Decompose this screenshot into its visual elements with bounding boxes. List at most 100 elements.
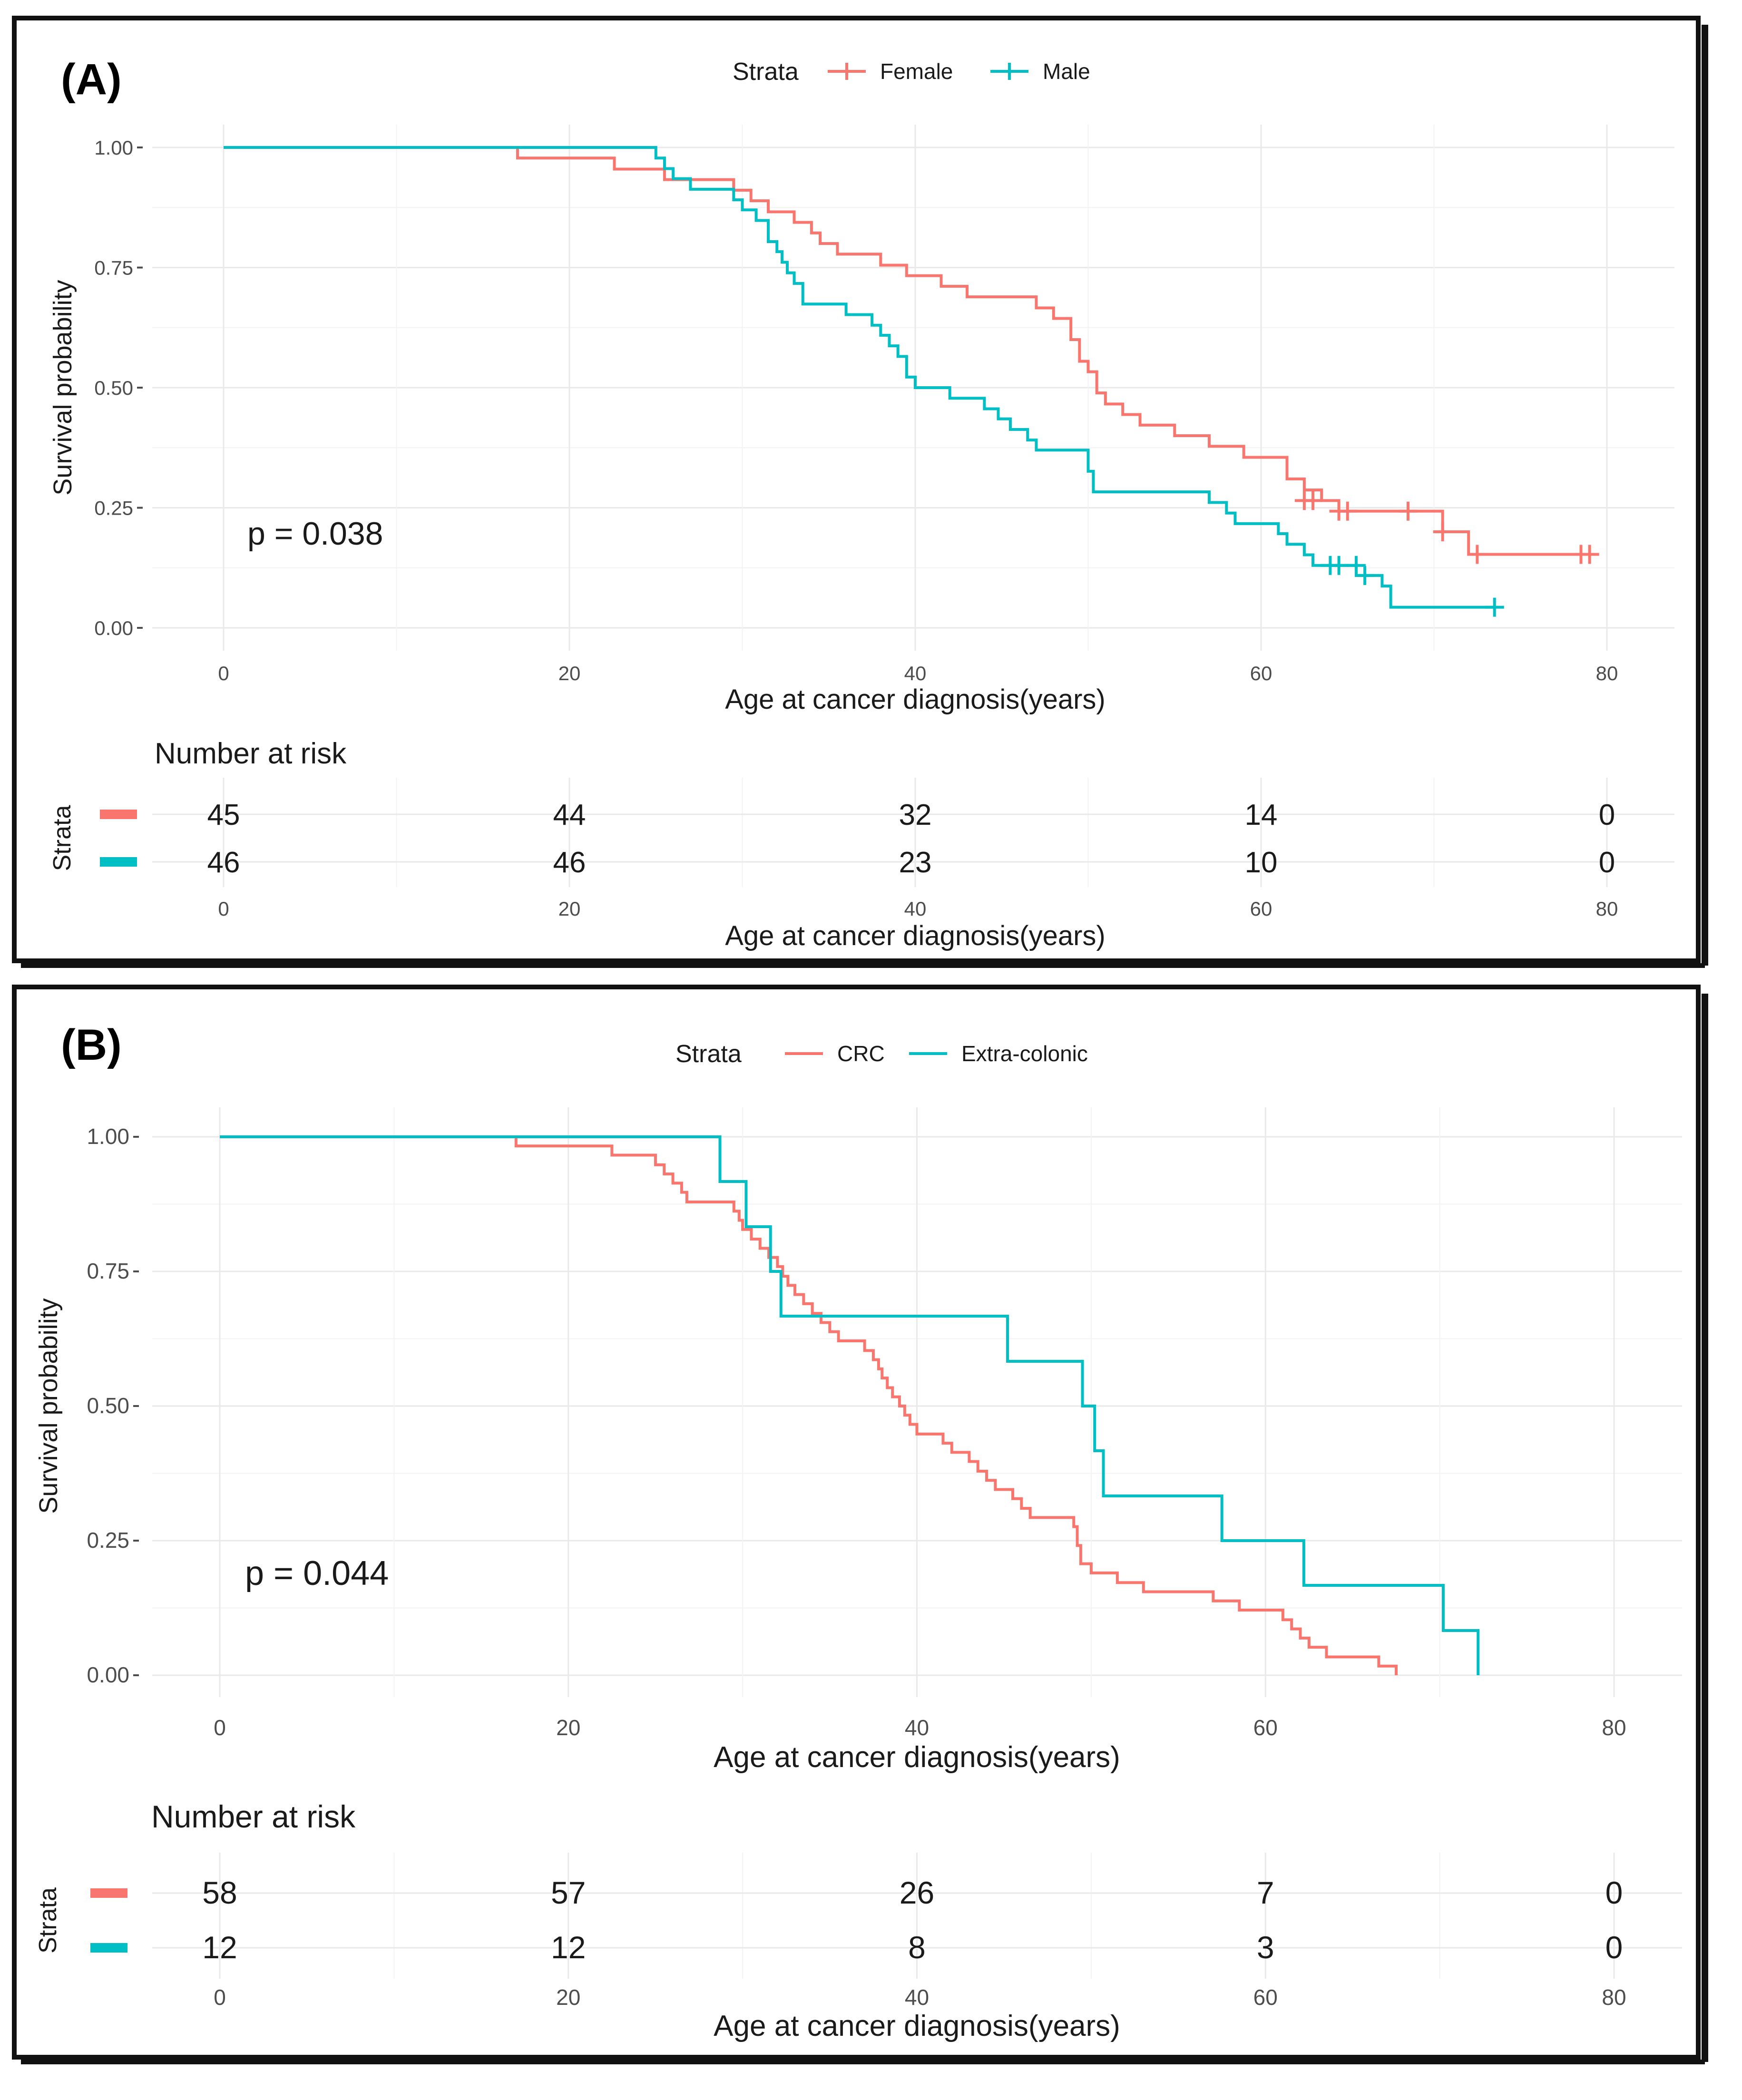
y-tick-label: 0.50: [94, 377, 133, 399]
censor-mark: [1355, 566, 1375, 585]
y-tick-label: 0.50: [87, 1393, 129, 1418]
risk-x-tick-label: 0: [218, 898, 229, 920]
risk-x-tick-label: 40: [905, 1985, 929, 2010]
risk-x-tick-label: 20: [558, 898, 581, 920]
censor-mark: [1485, 597, 1504, 617]
risk-count: 0: [1599, 846, 1615, 879]
risk-x-tick-label: 40: [904, 898, 927, 920]
risk-count: 57: [551, 1875, 586, 1910]
panel-frame: [12, 985, 1701, 2060]
y-tick-label: 0.00: [87, 1662, 129, 1687]
risk-count: 12: [551, 1930, 586, 1965]
x-axis-title: Age at cancer diagnosis(years): [725, 684, 1106, 715]
x-axis-title: Age at cancer diagnosis(years): [714, 1741, 1120, 1774]
risk-count: 7: [1257, 1875, 1274, 1910]
risk-x-tick-label: 80: [1596, 898, 1618, 920]
risk-count: 46: [207, 846, 240, 879]
y-tick-label: 1.00: [87, 1124, 129, 1149]
x-tick-label: 20: [558, 662, 581, 684]
legend-title: Strata: [675, 1040, 742, 1068]
risk-swatch-crc: [90, 1888, 127, 1898]
survival-curve-extra-colonic: [220, 1135, 1480, 1675]
censor-mark: [1329, 556, 1349, 575]
risk-count: 12: [202, 1930, 237, 1965]
risk-swatch-extra-colonic: [90, 1943, 127, 1953]
risk-x-tick-label: 20: [556, 1985, 580, 2010]
censor-mark: [1338, 501, 1357, 521]
survival-curve-male: [224, 146, 1495, 609]
risk-table-title: Number at risk: [151, 1799, 356, 1834]
y-tick-label: 0.75: [87, 1259, 129, 1283]
censor-mark: [1346, 556, 1366, 575]
y-tick-label: 0.25: [87, 1528, 129, 1553]
risk-swatch-male: [100, 857, 137, 867]
y-tick-label: 0.25: [94, 497, 133, 519]
censor-mark: [1468, 545, 1487, 564]
risk-x-tick-label: 0: [214, 1985, 226, 2010]
survival-curve-crc: [220, 1135, 1398, 1675]
risk-count: 32: [899, 799, 932, 831]
risk-count: 46: [553, 846, 586, 879]
risk-x-tick-label: 60: [1250, 898, 1272, 920]
x-tick-label: 20: [556, 1715, 580, 1740]
legend-label: Extra-colonic: [961, 1041, 1088, 1066]
panel-b: (B) Strata CRC Extra-colonic 0.00 0.25 0.50 0.7…: [12, 985, 1708, 2064]
grid: [152, 125, 1674, 651]
survival-curve-female: [224, 146, 1590, 556]
x-tick-label: 60: [1250, 662, 1272, 684]
risk-count: 10: [1245, 846, 1278, 879]
censor-mark: [1433, 522, 1452, 541]
risk-table-title: Number at risk: [155, 737, 347, 770]
risk-swatch-female: [100, 810, 137, 819]
risk-count: 0: [1605, 1875, 1623, 1910]
censor-mark: [1580, 545, 1599, 564]
y-tick-label: 0.75: [94, 257, 133, 279]
legend-label: Female: [880, 59, 953, 84]
legend-label: CRC: [837, 1041, 885, 1066]
risk-x-axis-title: Age at cancer diagnosis(years): [725, 920, 1106, 951]
panel-frame: [12, 16, 1701, 963]
panel-label: (A): [61, 55, 122, 104]
risk-count: 26: [900, 1875, 934, 1910]
risk-count: 45: [207, 799, 240, 831]
risk-count: 3: [1257, 1930, 1274, 1965]
risk-x-tick-label: 60: [1253, 1985, 1278, 2010]
x-tick-label: 0: [218, 662, 229, 684]
legend-title: Strata: [733, 58, 799, 86]
risk-count: 0: [1599, 799, 1615, 831]
risk-strata-label: Strata: [49, 805, 76, 871]
censor-mark: [1303, 491, 1323, 510]
y-tick-label: 1.00: [94, 137, 133, 159]
x-tick-label: 80: [1602, 1715, 1626, 1740]
risk-count: 23: [899, 846, 932, 879]
y-axis-title: Survival probability: [49, 280, 77, 495]
risk-count: 58: [202, 1875, 237, 1910]
legend-label: Male: [1043, 59, 1090, 84]
x-tick-label: 80: [1596, 662, 1618, 684]
risk-strata-label: Strata: [34, 1887, 62, 1953]
panel-a: (A) Strata Female Male 0.00 0.25 0.50 0.75 1.00 0…: [12, 16, 1708, 968]
p-value: p = 0.044: [245, 1554, 389, 1592]
risk-count: 8: [908, 1930, 926, 1965]
x-tick-label: 40: [904, 662, 927, 684]
risk-count: 14: [1245, 799, 1278, 831]
panel-label: (B): [61, 1021, 122, 1069]
risk-count: 44: [553, 799, 586, 831]
x-tick-label: 0: [214, 1715, 226, 1740]
risk-x-axis-title: Age at cancer diagnosis(years): [714, 2010, 1120, 2042]
risk-count: 0: [1605, 1930, 1623, 1965]
risk-x-tick-label: 80: [1602, 1985, 1626, 2010]
legend-item-extra-colonic: Extra-colonic: [909, 1041, 1088, 1066]
risk-table: Strata 58 57 26 7 0 12 12 8 3 0 0 20 40 60 80 Age at can…: [34, 1853, 1682, 2042]
p-value: p = 0.038: [247, 516, 383, 552]
risk-table: Strata 45 44 32 14 0 46 46 23 10 0 0 20 40 60 80 Age at …: [49, 778, 1674, 951]
censor-mark: [1398, 501, 1418, 521]
x-tick-label: 60: [1253, 1715, 1278, 1740]
y-axis-title: Survival probability: [34, 1298, 63, 1514]
y-tick-label: 0.00: [94, 617, 133, 639]
legend-item-crc: CRC: [785, 1041, 885, 1066]
legend-item-female: Female: [828, 59, 953, 84]
x-tick-label: 40: [905, 1715, 929, 1740]
legend-item-male: Male: [990, 59, 1090, 84]
